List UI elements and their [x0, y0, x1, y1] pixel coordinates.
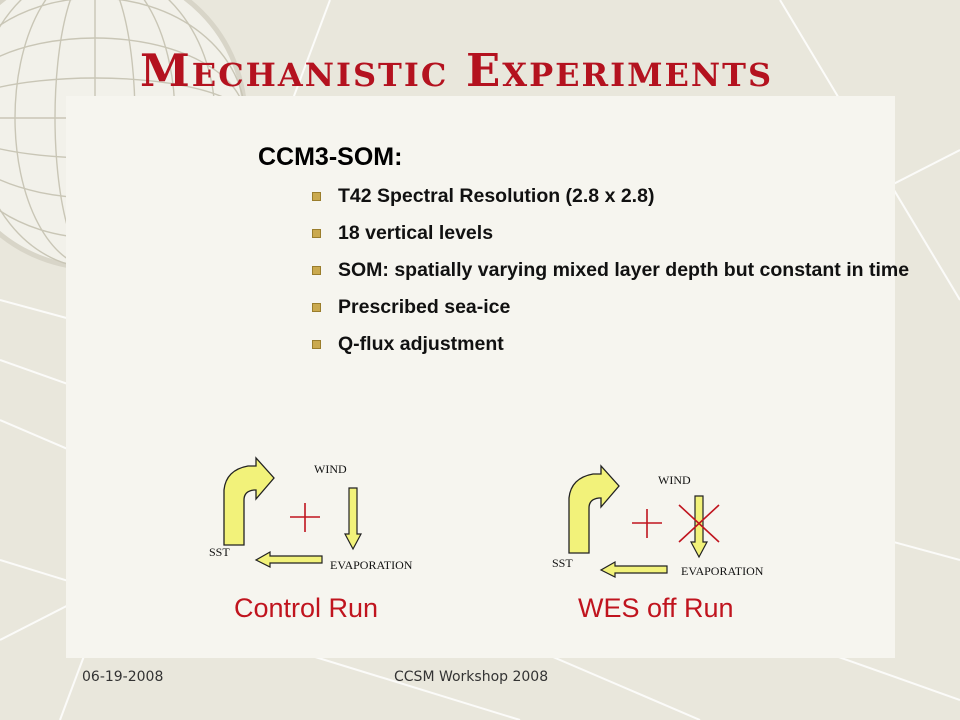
- curved-arrow-icon: [568, 464, 620, 554]
- bullet-square-icon: [312, 340, 321, 349]
- curved-arrow-icon: [223, 456, 275, 546]
- down-arrow-icon: [690, 495, 708, 559]
- bullet-item: Prescribed sea-ice: [310, 295, 910, 319]
- wind-label: WIND: [314, 462, 347, 476]
- left-arrow-icon: [254, 550, 323, 568]
- plus-icon: [290, 503, 320, 532]
- bullet-item: T42 Spectral Resolution (2.8 x 2.8): [310, 184, 910, 208]
- cross-out-icon: [678, 504, 720, 543]
- wind-label: WIND: [658, 473, 691, 487]
- bullet-item: 18 vertical levels: [310, 221, 910, 245]
- slide-subtitle: CCM3-SOM:: [258, 143, 403, 171]
- bullet-square-icon: [312, 229, 321, 238]
- plus-icon: [632, 509, 662, 538]
- bullet-square-icon: [312, 266, 321, 275]
- down-arrow-icon: [344, 487, 362, 551]
- bullet-square-icon: [312, 303, 321, 312]
- content-panel: [66, 96, 895, 658]
- evaporation-label: EVAPORATION: [681, 564, 764, 578]
- bullet-item: SOM: spatially varying mixed layer depth…: [310, 258, 910, 282]
- bullet-item: Q-flux adjustment: [310, 332, 910, 356]
- footer-event: CCSM Workshop 2008: [394, 669, 549, 685]
- sst-label: SST: [552, 556, 573, 570]
- bullet-square-icon: [312, 192, 321, 201]
- left-arrow-icon: [599, 560, 668, 578]
- slide-title: Mechanistic Experiments: [140, 44, 774, 97]
- evaporation-label: EVAPORATION: [330, 558, 413, 572]
- sst-label: SST: [209, 545, 230, 559]
- footer-date: 06-19-2008: [82, 669, 164, 685]
- wes-off-run-caption: WES off Run: [578, 593, 734, 623]
- bullet-list: T42 Spectral Resolution (2.8 x 2.8) 18 v…: [310, 184, 910, 369]
- wes-off-run-diagram: [568, 464, 720, 578]
- control-run-caption: Control Run: [234, 593, 379, 623]
- control-run-diagram: [223, 456, 362, 568]
